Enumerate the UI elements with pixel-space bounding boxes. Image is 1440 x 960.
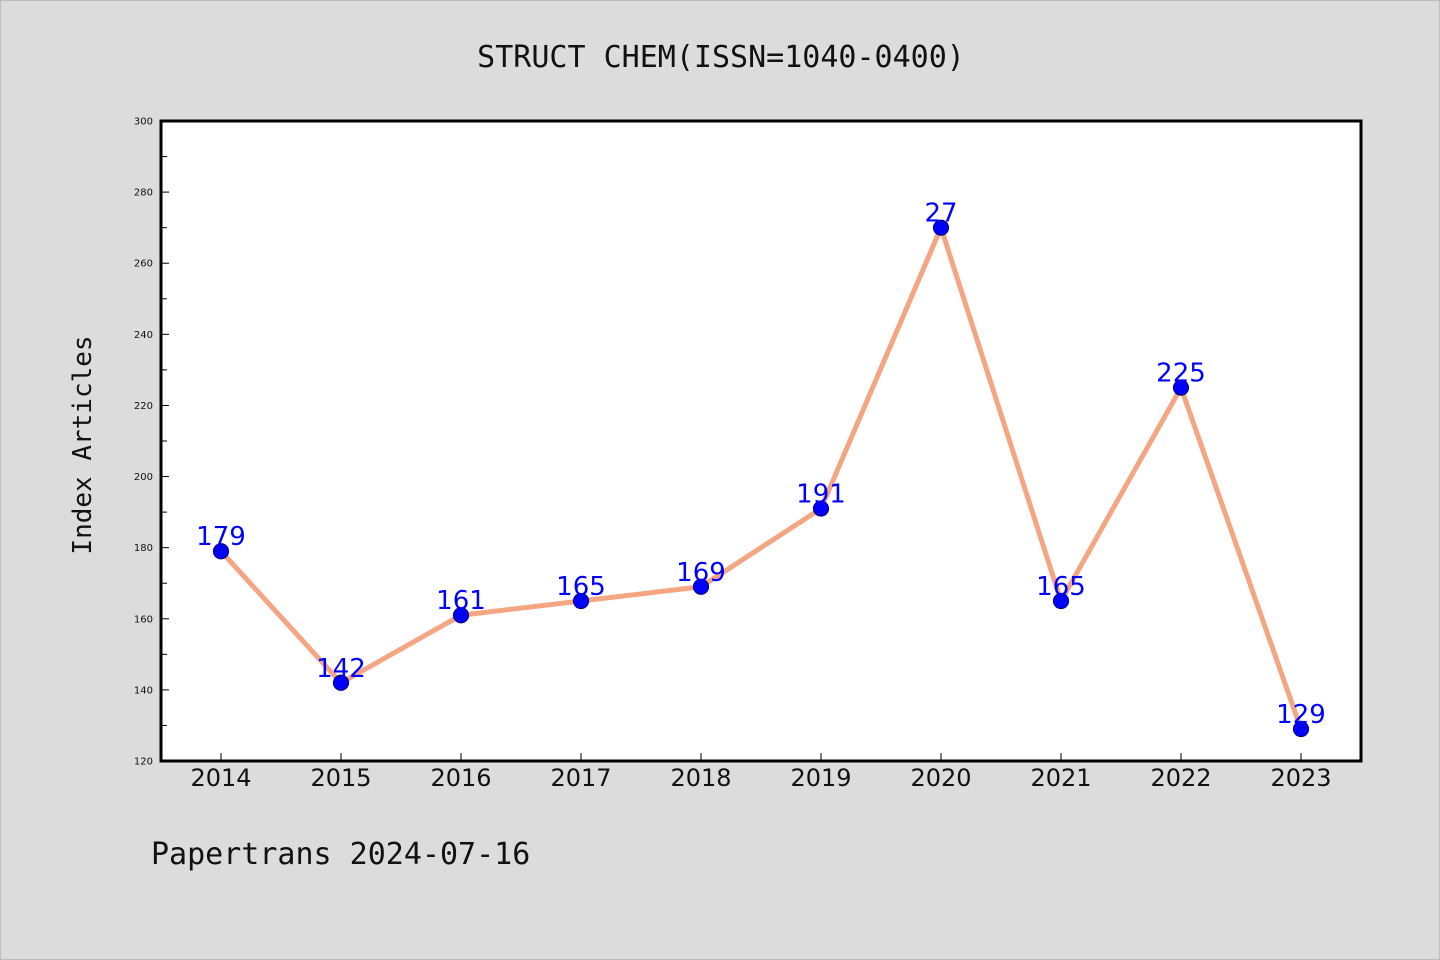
data-point: [572, 592, 590, 610]
data-point: [212, 543, 230, 560]
data-label: 225: [1156, 359, 1206, 389]
data-label: 169: [676, 558, 726, 588]
y-tick-label: 240: [134, 330, 153, 341]
x-tick-label: 2015: [310, 764, 371, 792]
data-point: [452, 607, 470, 624]
chart-title: STRUCT CHEM(ISSN=1040-0400): [477, 40, 965, 75]
data-labels: 179 142 161 165 169 191 27 165 225 129: [196, 199, 1326, 730]
data-point: [932, 219, 950, 236]
y-axis: 120 140 160 180 200 220 240 260 280 300: [134, 117, 169, 768]
data-label: 142: [316, 654, 366, 684]
series: [212, 219, 1310, 738]
data-point: [1292, 720, 1310, 738]
y-tick-label: 220: [134, 401, 153, 412]
plot-area: [159, 119, 1363, 763]
data-label: 129: [1276, 700, 1326, 730]
data-label: 27: [924, 199, 957, 229]
y-tick-label: 260: [134, 259, 153, 270]
data-point: [332, 674, 350, 691]
y-tick-label: 140: [134, 685, 153, 696]
y-tick-label: 280: [134, 188, 153, 199]
x-tick-label: 2022: [1150, 764, 1211, 792]
y-axis-label: Index Articles: [68, 335, 98, 554]
y-tick-label: 300: [134, 117, 153, 128]
data-point: [1172, 379, 1190, 396]
y-tick-label: 180: [134, 543, 153, 554]
x-tick-label: 2019: [790, 764, 851, 792]
y-tick-label: 200: [134, 472, 153, 483]
y-tick-label: 120: [134, 757, 153, 768]
y-tick-label: 160: [134, 614, 153, 625]
data-label: 179: [196, 522, 246, 552]
x-tick-label: 2020: [910, 764, 971, 792]
data-label: 165: [556, 572, 606, 602]
x-tick-label: 2018: [670, 764, 731, 792]
x-tick-label: 2017: [550, 764, 611, 792]
x-tick-label: 2021: [1030, 764, 1091, 792]
x-axis: 2014 2015 2016 2017 2018 2019 2020 2021 2022 2023: [190, 753, 1332, 792]
data-label: 165: [1036, 572, 1086, 602]
data-label: 161: [436, 586, 486, 616]
series-line: [218, 225, 1304, 732]
x-tick-label: 2023: [1270, 764, 1331, 792]
footer-note: Papertrans 2024-07-16: [151, 837, 530, 872]
x-tick-label: 2016: [430, 764, 491, 792]
x-tick-label: 2014: [190, 764, 251, 792]
data-label: 191: [796, 480, 846, 510]
data-point: [812, 500, 830, 517]
data-point: [692, 578, 710, 595]
data-point: [1052, 592, 1070, 610]
